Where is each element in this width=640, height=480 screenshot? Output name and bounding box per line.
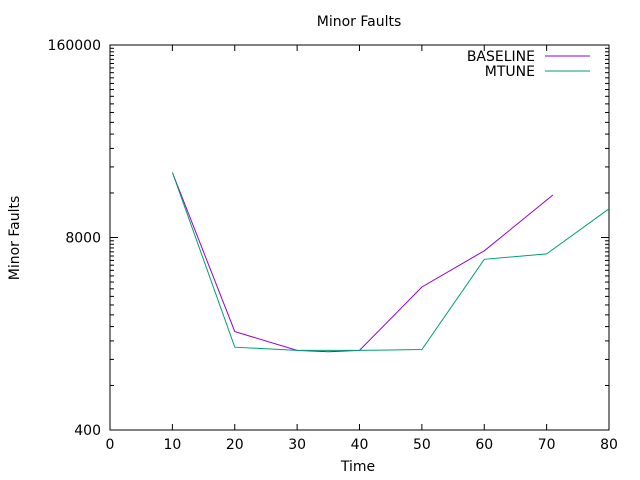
y-tick-label: 8000 — [65, 231, 101, 247]
plot-frame — [109, 44, 610, 431]
series-line-mtune — [171, 172, 610, 351]
y-tick-label: 400 — [74, 423, 101, 439]
x-tick-label: 80 — [600, 437, 618, 453]
x-tick-label: 0 — [106, 437, 115, 453]
x-tick-label: 70 — [538, 437, 556, 453]
y-axis-label: Minor Faults — [7, 196, 23, 281]
x-tick-label: 20 — [226, 437, 244, 453]
series-lines — [171, 172, 610, 353]
axis-ticks: 0 10 20 30 40 50 60 70 80 400 8000 160000 — [48, 38, 618, 453]
x-axis-label: Time — [340, 459, 375, 475]
x-tick-label: 10 — [163, 437, 181, 453]
legend-label-baseline: BASELINE — [467, 49, 535, 65]
x-tick-label: 60 — [475, 437, 493, 453]
x-tick-label: 50 — [413, 437, 431, 453]
y-tick-label: 160000 — [48, 38, 101, 54]
series-line-baseline — [171, 172, 554, 353]
x-tick-label: 40 — [351, 437, 369, 453]
x-tick-label: 30 — [288, 437, 306, 453]
chart-title: Minor Faults — [317, 14, 402, 30]
plot-border — [109, 44, 610, 431]
legend-label-mtune: MTUNE — [485, 64, 535, 80]
